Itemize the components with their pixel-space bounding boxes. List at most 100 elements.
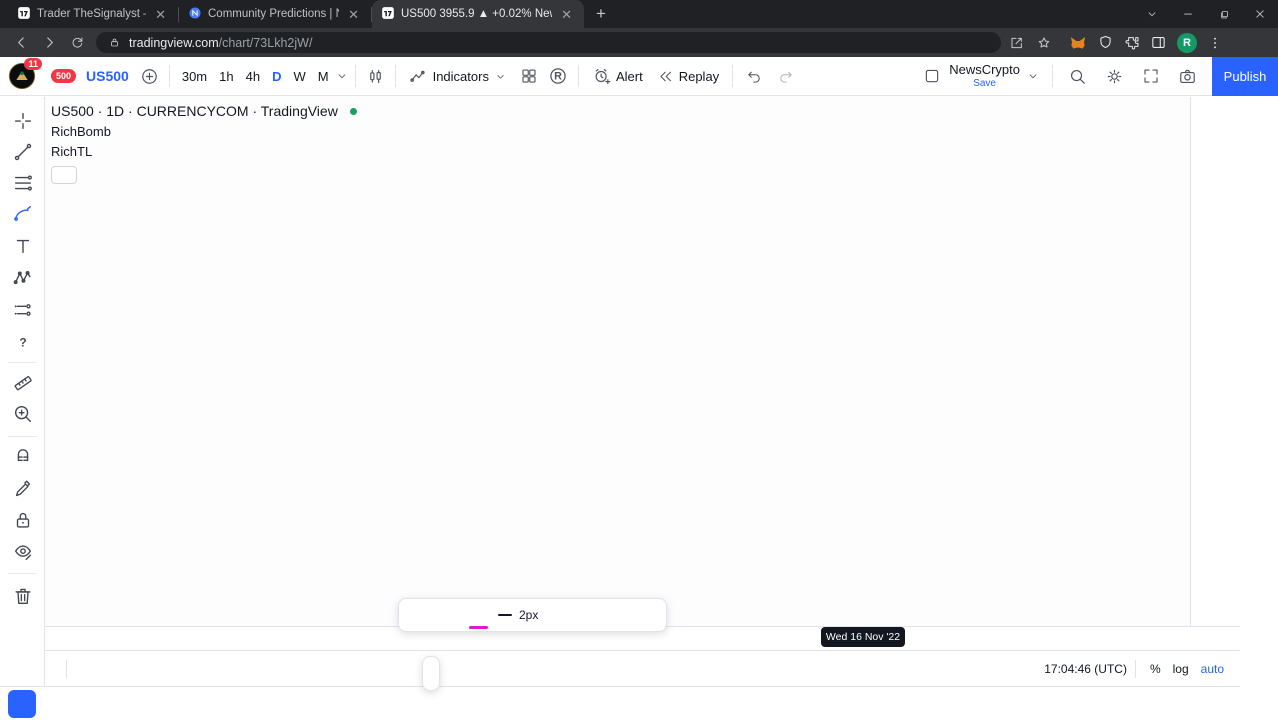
browser-menu-icon[interactable] (1207, 35, 1223, 51)
template-r-icon[interactable]: R (544, 66, 572, 86)
redo-icon[interactable] (770, 68, 801, 85)
drawing-delete-icon[interactable] (602, 602, 629, 629)
tab-title: Trader TheSignalyst — Trading Id (37, 8, 146, 20)
indicators-button[interactable]: Indicators (402, 62, 514, 90)
window-close-button[interactable] (1242, 0, 1278, 28)
chart-canvas[interactable] (45, 97, 1190, 626)
padlock-icon (108, 36, 121, 49)
timeframe-4h[interactable]: 4h (245, 68, 261, 84)
layout-name: NewsCrypto (949, 62, 1020, 78)
search-icon[interactable] (1059, 67, 1096, 86)
indicator-richtl[interactable]: RichTL (51, 144, 93, 159)
timeframe-30m[interactable]: 30m (181, 68, 208, 84)
timeframe-M[interactable]: M (317, 68, 329, 84)
add-to-favorites-icon[interactable] (436, 602, 463, 629)
tool-emoji-icon[interactable]: ? (9, 328, 36, 355)
multichart-layout-icon[interactable] (514, 67, 544, 85)
tool-xabcd-pattern-icon[interactable] (9, 264, 36, 291)
share-icon[interactable] (1003, 30, 1029, 56)
tool-trend-line-icon[interactable] (9, 138, 36, 165)
back-icon[interactable] (8, 30, 34, 56)
undo-icon[interactable] (739, 68, 770, 85)
drawing-settings-toolbar: 2px (398, 598, 668, 632)
drawing-more-icon[interactable] (631, 602, 658, 629)
layout-chevron-icon[interactable] (1020, 69, 1046, 83)
line-thickness-label[interactable]: 2px (519, 608, 539, 622)
alert-label: Alert (615, 68, 643, 84)
tool-text-icon[interactable] (9, 232, 36, 259)
browser-profile-avatar[interactable]: R (1177, 32, 1197, 53)
shield-extension-icon[interactable] (1097, 34, 1114, 51)
metamask-icon[interactable] (1069, 34, 1087, 52)
window-minimize-button[interactable] (1170, 0, 1206, 28)
tool-crosshair-icon[interactable] (9, 107, 36, 134)
layout-name-button[interactable]: NewsCrypto Save (949, 62, 1020, 89)
fullscreen-icon[interactable] (1133, 67, 1169, 85)
auto-scale-button[interactable]: auto (1200, 661, 1224, 676)
chart-style-icon[interactable] (362, 67, 389, 86)
forward-icon[interactable] (36, 30, 62, 56)
tab-search-icon[interactable] (1134, 0, 1170, 28)
tool-lock-drawings-icon[interactable] (9, 506, 36, 533)
tool-fib-retracement-icon[interactable] (9, 169, 36, 196)
drawing-lock-icon[interactable] (573, 602, 600, 629)
layout-checkbox-icon[interactable] (915, 67, 949, 85)
toolbar-drag-handle[interactable] (407, 602, 434, 629)
tab-close-icon[interactable]: ✕ (155, 6, 166, 22)
tool-hide-drawings-icon[interactable] (9, 538, 36, 565)
toolbar-divider (8, 573, 37, 574)
symbol-button[interactable]: 500 US500 (44, 62, 136, 90)
reload-icon[interactable] (64, 30, 90, 56)
tool-forecast-icon[interactable] (9, 296, 36, 323)
log-scale-button[interactable]: log (1172, 661, 1189, 676)
legend-collapse-button[interactable] (51, 166, 77, 184)
tool-magnet-icon[interactable] (9, 444, 36, 471)
alert-button[interactable]: Alert (585, 62, 650, 90)
percent-scale-button[interactable]: % (1149, 661, 1161, 676)
tab-close-icon[interactable]: ✕ (561, 6, 572, 22)
tool-zoom-in-icon[interactable] (9, 400, 36, 427)
tab-close-icon[interactable]: ✕ (348, 6, 359, 22)
timeframe-D[interactable]: D (272, 68, 282, 84)
browser-tab[interactable]: US500 3955.9 ▲ +0.02% NewsCr ✕ (372, 0, 584, 28)
indicators-label: Indicators (432, 68, 489, 84)
browser-tab[interactable]: Community Predictions | Newscr ✕ (179, 0, 371, 28)
publish-button[interactable]: Publish (1212, 56, 1278, 96)
drawing-settings-gear-icon[interactable] (544, 602, 571, 629)
bookmark-star-icon[interactable] (1031, 30, 1057, 56)
user-avatar[interactable]: 11 (8, 58, 42, 90)
favorites-star-tile[interactable] (8, 690, 36, 718)
timeframe-W[interactable]: W (293, 68, 306, 84)
drawing-tools-sidebar: ? (0, 97, 45, 686)
tool-remove-drawings-icon[interactable] (9, 582, 36, 609)
legend-title[interactable]: US500 · 1D · CURRENCYCOM · TradingView (51, 103, 338, 119)
indicator-richbomb[interactable]: RichBomb (51, 124, 111, 139)
chart-legend: US500 · 1D · CURRENCYCOM · TradingView R… (51, 103, 357, 184)
line-width-button[interactable] (494, 602, 516, 629)
browser-tab-strip: Trader TheSignalyst — Trading Id ✕ Commu… (0, 0, 1278, 28)
timeframe-1h[interactable]: 1h (219, 68, 234, 84)
snapshot-camera-icon[interactable] (1169, 67, 1206, 86)
status-bar (0, 686, 1240, 720)
tool-ruler-icon[interactable] (9, 369, 36, 396)
replay-button[interactable]: Replay (650, 62, 726, 90)
tab-divider (178, 6, 179, 22)
timeframe-chevron-icon[interactable] (335, 69, 349, 83)
new-tab-button[interactable]: + (596, 4, 606, 23)
window-restore-button[interactable] (1206, 0, 1242, 28)
range-toolbar: 17:04:46 (UTC) % log auto (45, 650, 1240, 686)
tool-stay-in-drawing-mode-icon[interactable] (9, 475, 36, 502)
side-panel-icon[interactable] (1150, 34, 1167, 51)
url-field[interactable]: tradingview.com /chart/73Lkh2jW/ (96, 32, 1001, 53)
symbol-name: US500 (86, 68, 129, 84)
tool-brush-icon[interactable] (9, 200, 36, 227)
tradingview-favicon (381, 6, 395, 23)
settings-gear-icon[interactable] (1096, 67, 1133, 86)
clock-utc[interactable]: 17:04:46 (UTC) (1044, 661, 1127, 676)
svg-text:R: R (554, 70, 562, 82)
browser-tab[interactable]: Trader TheSignalyst — Trading Id ✕ (8, 0, 178, 28)
extensions-puzzle-icon[interactable] (1124, 35, 1140, 51)
brush-color-button[interactable] (465, 602, 492, 629)
compare-add-icon[interactable] (140, 67, 159, 86)
price-axis[interactable] (1190, 97, 1240, 626)
